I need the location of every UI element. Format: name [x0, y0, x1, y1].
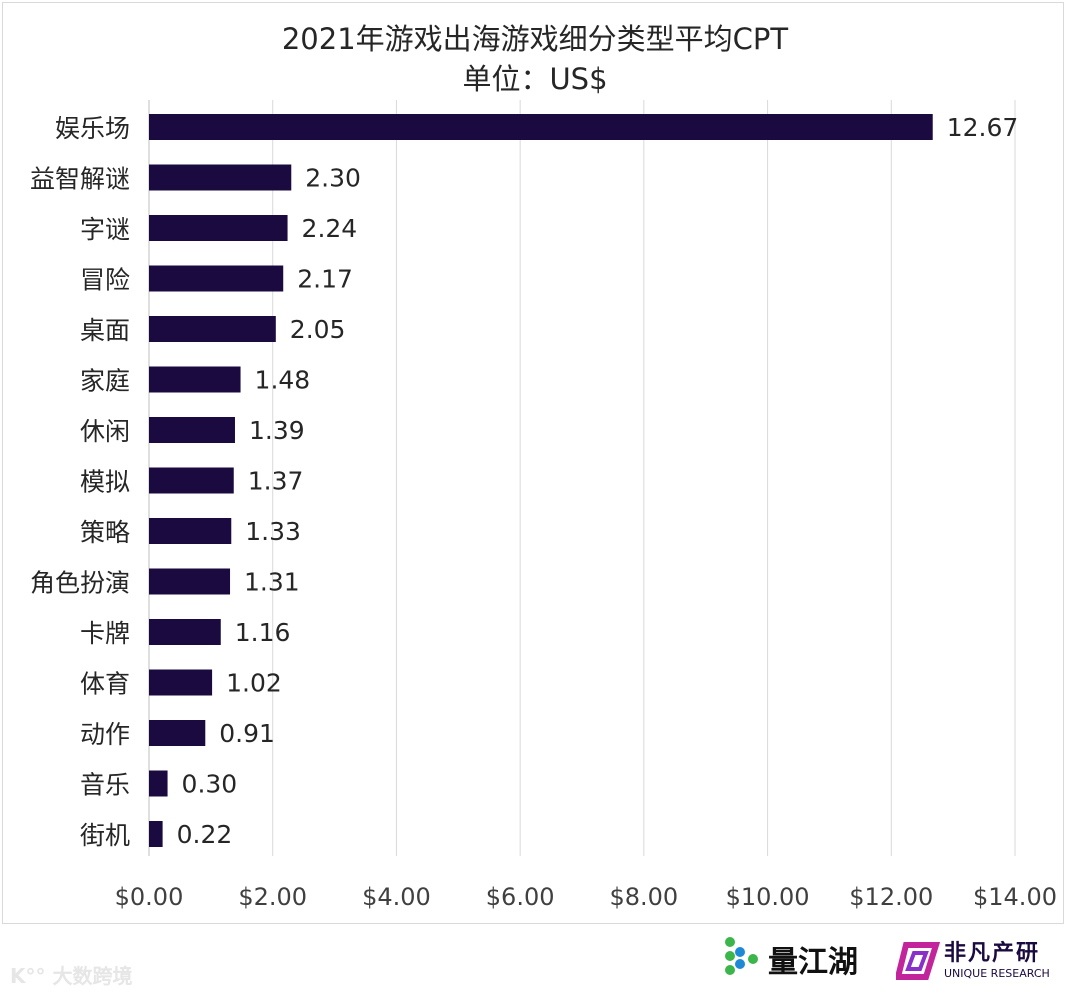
data-label: 1.02 — [226, 669, 282, 698]
data-label: 1.48 — [255, 366, 311, 395]
unique-research-icon — [896, 942, 940, 980]
data-label: 2.17 — [297, 265, 353, 294]
bar — [149, 770, 168, 797]
category-label: 家庭 — [80, 367, 130, 396]
watermark-text: 大数跨境 — [52, 964, 133, 988]
x-tick-label: $10.00 — [726, 883, 810, 911]
bar — [149, 417, 235, 443]
bar — [149, 821, 163, 847]
x-tick-label: $2.00 — [238, 883, 307, 911]
bar — [149, 114, 933, 140]
data-label: 2.24 — [302, 214, 358, 243]
chart-subtitle: 单位：US$ — [462, 62, 608, 96]
data-label: 0.22 — [177, 820, 233, 849]
data-label: 1.16 — [235, 618, 291, 647]
data-label: 1.37 — [248, 467, 304, 496]
data-label: 12.67 — [947, 113, 1019, 142]
x-tick-label: $8.00 — [609, 883, 678, 911]
category-label: 桌面 — [80, 316, 130, 345]
category-label: 音乐 — [80, 771, 130, 800]
category-label: 策略 — [80, 518, 130, 547]
data-label: 1.31 — [244, 568, 300, 597]
watermark-logo: K°° 大数跨境 — [10, 960, 132, 989]
data-label: 2.05 — [290, 315, 346, 344]
category-label: 体育 — [80, 670, 130, 699]
bar — [149, 619, 221, 645]
data-label: 0.30 — [182, 770, 238, 799]
category-label: 街机 — [80, 821, 130, 850]
bar — [149, 265, 284, 292]
category-label: 角色扮演 — [30, 569, 130, 598]
liangjianghu-icon — [725, 937, 758, 975]
bar — [149, 467, 234, 494]
category-label: 益智解谜 — [30, 165, 130, 194]
data-label: 2.30 — [305, 164, 361, 193]
bar — [149, 518, 232, 544]
bar — [149, 568, 231, 595]
category-label: 娱乐场 — [55, 114, 130, 143]
category-label: 模拟 — [80, 468, 130, 497]
category-label: 字谜 — [80, 215, 130, 244]
category-label: 卡牌 — [80, 619, 130, 648]
watermark-icon: K°° — [10, 964, 46, 988]
liangjianghu-logo: 量江湖 — [722, 934, 858, 984]
bar — [149, 720, 206, 746]
x-tick-label: $12.00 — [849, 883, 933, 911]
bar — [149, 164, 292, 191]
category-label: 动作 — [80, 720, 130, 749]
unique-research-logo: 非凡产研 UNIQUE RESEARCH — [896, 936, 1050, 986]
bar — [149, 215, 288, 241]
category-label: 休闲 — [80, 417, 130, 446]
x-tick-label: $4.00 — [362, 883, 431, 911]
bar — [149, 316, 276, 342]
x-tick-label: $0.00 — [115, 883, 184, 911]
x-tick-label: $6.00 — [486, 883, 555, 911]
chart-title: 2021年游戏出海游戏细分类型平均CPT — [281, 22, 789, 56]
unique-research-cn: 非凡产研 — [944, 941, 1041, 966]
chart-frame — [2, 2, 1064, 924]
category-label: 冒险 — [80, 266, 130, 295]
x-tick-label: $14.00 — [973, 883, 1057, 911]
bar — [149, 366, 241, 393]
data-label: 1.33 — [245, 517, 301, 546]
bar — [149, 669, 213, 696]
data-label: 1.39 — [249, 416, 305, 445]
data-label: 0.91 — [219, 719, 275, 748]
liangjianghu-text: 量江湖 — [768, 945, 858, 980]
unique-research-en: UNIQUE RESEARCH — [944, 967, 1050, 980]
